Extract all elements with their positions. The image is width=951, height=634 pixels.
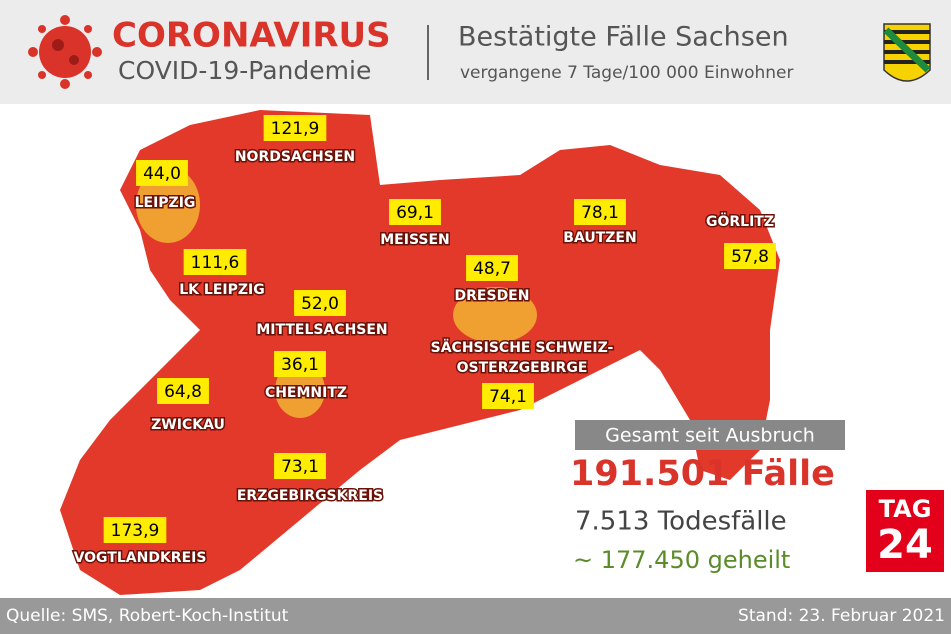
value-box: [294, 290, 346, 316]
value-box: [183, 249, 247, 275]
coat-of-arms: [883, 23, 931, 82]
summary-heading-bg: [575, 420, 845, 450]
region-value: 52,0: [301, 294, 339, 314]
region-value: 74,1: [489, 387, 527, 407]
title: CORONAVIRUS: [112, 16, 391, 56]
value-box: [574, 199, 626, 225]
footer-date: Stand: 23. Februar 2021: [738, 606, 945, 626]
map-saxony: [60, 110, 780, 595]
footer-bg: [0, 598, 951, 634]
region-name: NORDSACHSEN: [235, 149, 355, 165]
region-value: 111,6: [191, 253, 240, 273]
region-name: BAUTZEN: [563, 230, 636, 246]
footer-source: Quelle: SMS, Robert-Koch-Institut: [6, 606, 289, 626]
region-value: 48,7: [473, 259, 511, 279]
value-box: [274, 351, 326, 377]
region-value: 44,0: [143, 164, 181, 184]
region-value: 64,8: [164, 382, 202, 402]
region-name: LEIPZIG: [135, 195, 196, 211]
region-name: GÖRLITZ: [706, 212, 774, 230]
region-name: MEISSEN: [380, 232, 450, 248]
value-box: [157, 378, 209, 404]
region-name: CHEMNITZ: [265, 385, 347, 401]
subtitle: COVID-19-Pandemie: [118, 56, 371, 85]
region-name: VOGTLANDKREIS: [74, 550, 207, 566]
region-name: SÄCHSISCHE SCHWEIZ-: [431, 339, 614, 356]
region-name: DRESDEN: [455, 288, 530, 304]
header-bg: [0, 0, 951, 104]
region-value: 78,1: [581, 203, 619, 223]
value-box: [466, 255, 518, 281]
value-box: [482, 383, 534, 409]
summary-cases: 191.501 Fälle: [570, 454, 835, 494]
value-box: [274, 453, 326, 479]
logo-bg: [866, 490, 944, 572]
region-name: ERZGEBIRGSKREIS: [237, 488, 383, 504]
summary-deaths: 7.513 Todesfälle: [575, 507, 787, 537]
region-name: LK LEIPZIG: [179, 282, 264, 298]
region-value: 36,1: [281, 355, 319, 375]
summary-recovered: ~ 177.450 geheilt: [573, 546, 790, 574]
region-name: MITTELSACHSEN: [256, 322, 387, 338]
region-value: 69,1: [396, 203, 434, 223]
city-dresden: [453, 287, 537, 343]
region-value: 121,9: [271, 119, 320, 139]
heading: Bestätigte Fälle Sachsen: [458, 22, 789, 53]
region-value: 73,1: [281, 457, 319, 477]
value-box: [103, 517, 167, 543]
value-box: [136, 160, 188, 186]
region-name: OSTERZGEBIRGE: [457, 360, 588, 376]
region-value: 57,8: [731, 247, 769, 267]
summary-heading: Gesamt seit Ausbruch: [605, 425, 815, 447]
value-box: [724, 243, 776, 269]
virus-icon: [28, 15, 102, 89]
region-value: 173,9: [111, 521, 160, 541]
logo-bottom: 24: [877, 522, 933, 568]
subheading: vergangene 7 Tage/100 000 Einwohner: [460, 63, 794, 83]
value-box: [263, 115, 327, 141]
region-name: ZWICKAU: [151, 417, 225, 433]
logo-top: TAG: [879, 495, 932, 523]
value-box: [389, 199, 441, 225]
